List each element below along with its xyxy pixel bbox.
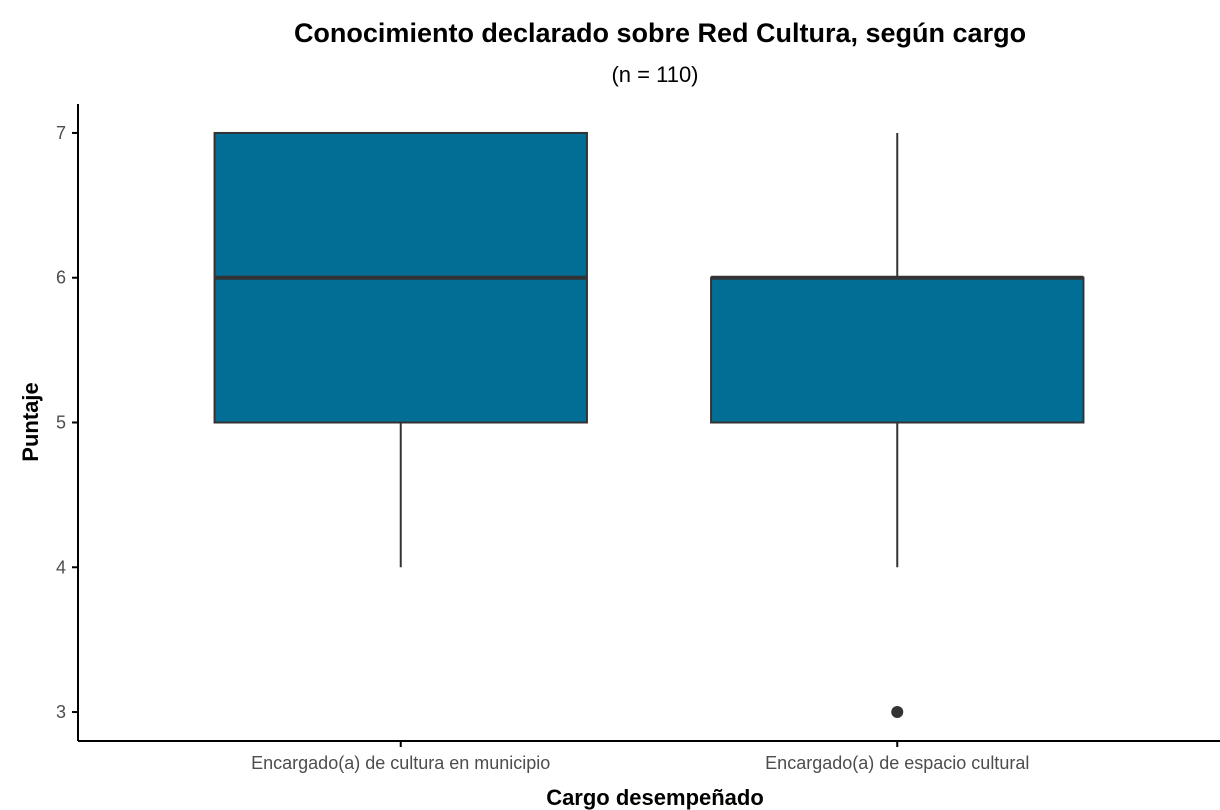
y-tick-label: 6 <box>56 268 66 288</box>
x-axis-title: Cargo desempeñado <box>546 785 764 810</box>
y-axis-title: Puntaje <box>18 382 43 461</box>
y-tick-label: 3 <box>56 702 66 722</box>
y-axis-ticks: 3 4 5 6 7 <box>56 123 78 722</box>
y-tick-label: 7 <box>56 123 66 143</box>
box-group <box>213 131 588 568</box>
x-tick-label: Encargado(a) de espacio cultural <box>765 753 1029 773</box>
outlier-point <box>891 706 904 719</box>
box-group <box>710 132 1085 719</box>
chart-subtitle: (n = 110) <box>611 62 698 87</box>
plot-area <box>213 131 1085 719</box>
y-tick-label: 5 <box>56 413 66 433</box>
y-tick-label: 4 <box>56 557 66 577</box>
iqr-box <box>710 276 1085 424</box>
chart-title: Conocimiento declarado sobre Red Cultura… <box>294 18 1026 48</box>
x-axis-ticks: Encargado(a) de cultura en municipio Enca… <box>251 741 1029 773</box>
x-tick-label: Encargado(a) de cultura en municipio <box>251 753 550 773</box>
